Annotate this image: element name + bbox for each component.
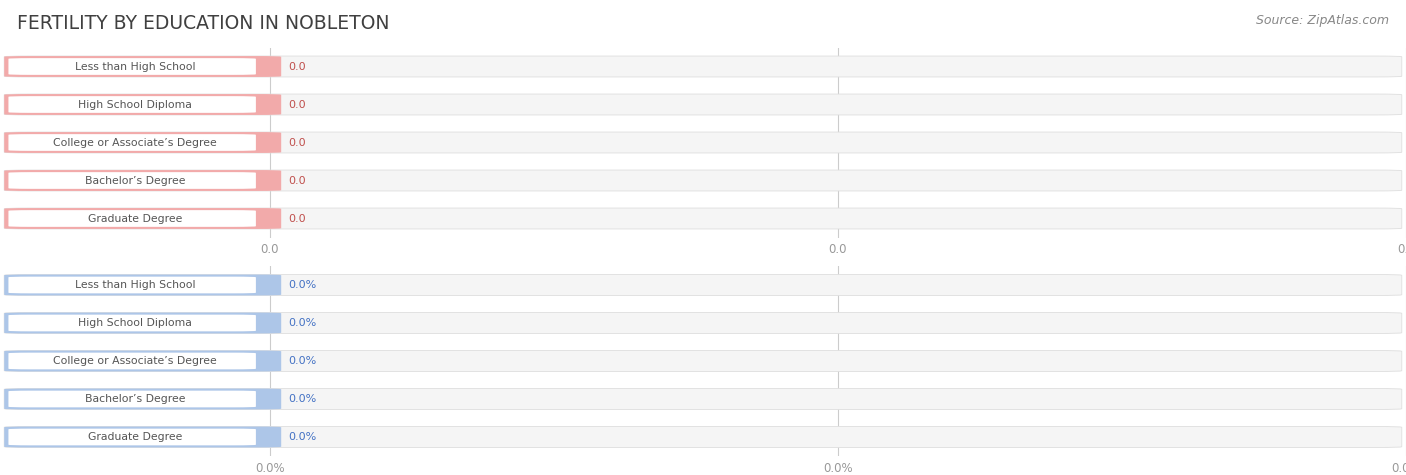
FancyBboxPatch shape — [8, 134, 256, 151]
Text: Less than High School: Less than High School — [75, 61, 195, 72]
Text: 0.0%: 0.0% — [288, 432, 316, 442]
Text: Less than High School: Less than High School — [75, 280, 195, 290]
FancyBboxPatch shape — [8, 210, 256, 227]
Text: College or Associate’s Degree: College or Associate’s Degree — [53, 137, 217, 148]
FancyBboxPatch shape — [8, 58, 256, 75]
FancyBboxPatch shape — [4, 94, 1402, 115]
Text: 0.0: 0.0 — [288, 61, 307, 72]
Text: 0.0: 0.0 — [288, 137, 307, 148]
FancyBboxPatch shape — [8, 352, 256, 370]
Text: High School Diploma: High School Diploma — [79, 99, 191, 110]
FancyBboxPatch shape — [4, 132, 281, 153]
FancyBboxPatch shape — [8, 172, 256, 189]
FancyBboxPatch shape — [8, 390, 256, 408]
FancyBboxPatch shape — [4, 275, 281, 295]
Text: High School Diploma: High School Diploma — [79, 318, 191, 328]
Text: College or Associate’s Degree: College or Associate’s Degree — [53, 356, 217, 366]
Text: FERTILITY BY EDUCATION IN NOBLETON: FERTILITY BY EDUCATION IN NOBLETON — [17, 14, 389, 33]
Text: Graduate Degree: Graduate Degree — [87, 213, 183, 224]
FancyBboxPatch shape — [4, 275, 1402, 295]
Text: 0.0%: 0.0% — [288, 394, 316, 404]
FancyBboxPatch shape — [4, 313, 281, 333]
FancyBboxPatch shape — [4, 208, 1402, 229]
FancyBboxPatch shape — [4, 170, 1402, 191]
Text: Bachelor’s Degree: Bachelor’s Degree — [84, 175, 186, 186]
FancyBboxPatch shape — [8, 96, 256, 113]
Text: Source: ZipAtlas.com: Source: ZipAtlas.com — [1256, 14, 1389, 27]
FancyBboxPatch shape — [4, 132, 1402, 153]
Text: 0.0: 0.0 — [288, 175, 307, 186]
FancyBboxPatch shape — [4, 351, 281, 371]
Text: Bachelor’s Degree: Bachelor’s Degree — [84, 394, 186, 404]
FancyBboxPatch shape — [4, 389, 281, 409]
FancyBboxPatch shape — [4, 56, 1402, 77]
Text: 0.0: 0.0 — [288, 213, 307, 224]
Text: 0.0%: 0.0% — [288, 356, 316, 366]
FancyBboxPatch shape — [8, 276, 256, 294]
FancyBboxPatch shape — [8, 314, 256, 332]
FancyBboxPatch shape — [4, 427, 281, 447]
FancyBboxPatch shape — [4, 427, 1402, 447]
FancyBboxPatch shape — [4, 313, 1402, 333]
FancyBboxPatch shape — [4, 94, 281, 115]
Text: 0.0%: 0.0% — [288, 318, 316, 328]
FancyBboxPatch shape — [4, 56, 281, 77]
FancyBboxPatch shape — [4, 389, 1402, 409]
Text: Graduate Degree: Graduate Degree — [87, 432, 183, 442]
FancyBboxPatch shape — [8, 428, 256, 446]
FancyBboxPatch shape — [4, 208, 281, 229]
FancyBboxPatch shape — [4, 170, 281, 191]
Text: 0.0%: 0.0% — [288, 280, 316, 290]
FancyBboxPatch shape — [4, 351, 1402, 371]
Text: 0.0: 0.0 — [288, 99, 307, 110]
